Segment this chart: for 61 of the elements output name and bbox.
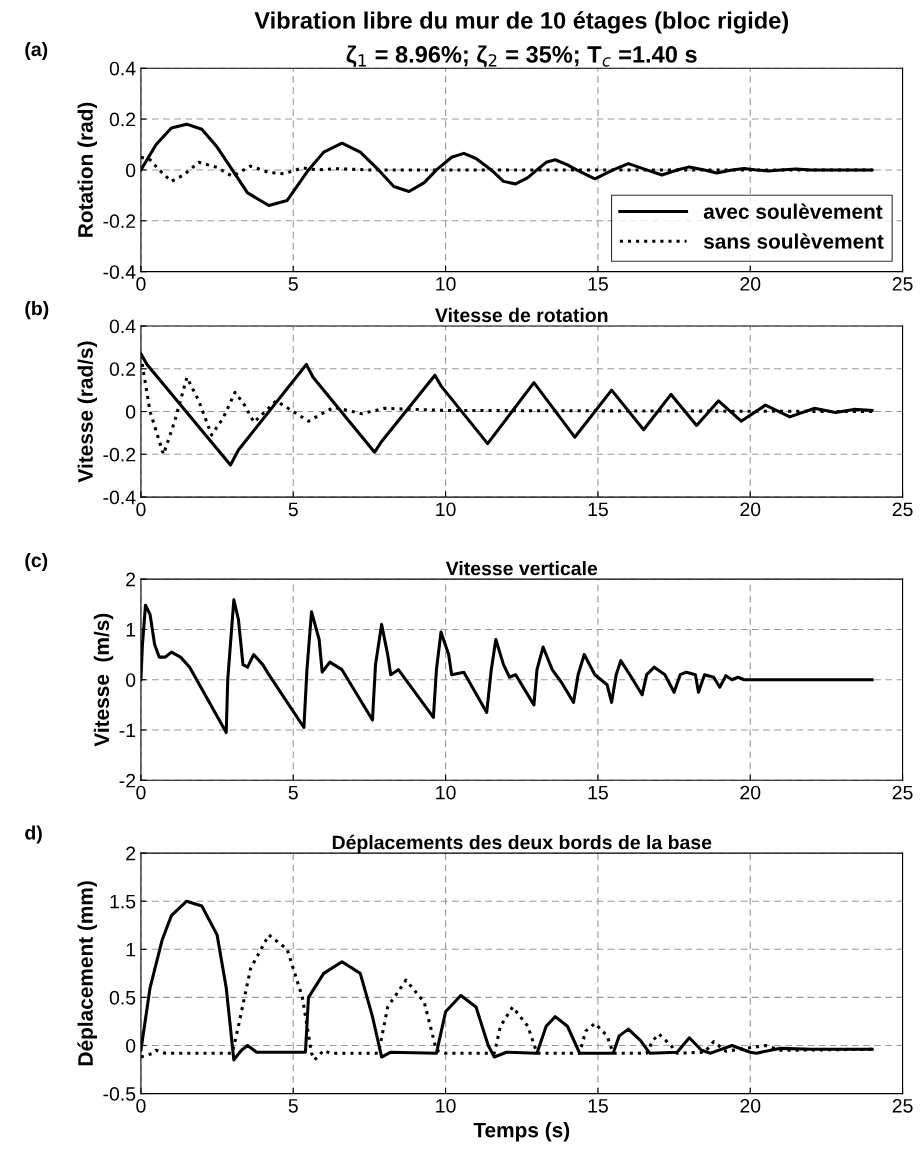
chart-subtitle: ζ$_{1}$ = 8.96%; ζ$_{2}$ = 35%; T$_{c}$ =1.40 s [346, 45, 697, 68]
y-tick-label: -0.2 [103, 447, 136, 462]
y-tick-label: 0.2 [109, 112, 136, 127]
y-tick-label: 0 [126, 1038, 136, 1053]
y-tick-label: -0.2 [103, 214, 136, 229]
text: (b) [25, 301, 49, 320]
y-tick-label: 1.5 [110, 894, 136, 909]
y-tick-label: 0 [126, 673, 136, 687]
x-tick-label: 25 [892, 1098, 913, 1113]
x-tick-label: 5 [288, 502, 298, 517]
y-tick-label: -2 [119, 773, 136, 788]
y-tick-label: -0.4 [103, 490, 136, 505]
chart-title: Vitesse de rotation [435, 307, 608, 323]
y-tick-label: 0.4 [109, 319, 136, 334]
x-tick-label: 25 [892, 502, 913, 517]
y-tick-label: 1 [126, 942, 136, 957]
y-tick-label: 2 [126, 846, 136, 861]
legend-label: avec soulèvement [703, 203, 883, 219]
text: d) [25, 825, 42, 844]
x-tick-label: 20 [740, 277, 761, 291]
y-tick-label: -0.5 [103, 1087, 136, 1101]
x-tick-label: 5 [288, 785, 298, 800]
x-tick-label: 20 [740, 1098, 761, 1113]
y-axis-title: Vitesse (rad/s) [77, 341, 97, 483]
chart-title: Déplacements des deux bords de la base [332, 834, 712, 854]
legend-label: sans soulèvement [703, 233, 884, 249]
y-axis-title: Vitesse (m/s) [93, 613, 114, 747]
x-tick-label: 10 [436, 277, 456, 291]
x-tick-label: 20 [740, 785, 761, 800]
y-axis-title: Déplacement (mm) [77, 881, 97, 1066]
chart-title: Vibration libre du mur de 10 étages (bloc rigide) [254, 11, 789, 34]
y-tick-label: 0.4 [109, 61, 136, 76]
y-tick-label: 0 [126, 163, 136, 178]
x-tick-label: 10 [436, 785, 456, 800]
x-tick-label: 10 [436, 1098, 456, 1113]
text: (a) [25, 41, 48, 61]
x-tick-label: 15 [588, 502, 608, 517]
x-tick-label: 0 [136, 502, 146, 517]
y-tick-label: 2 [126, 572, 136, 587]
x-tick-label: 5 [288, 277, 298, 291]
y-tick-label: 0.2 [109, 362, 136, 376]
y-axis-title: Rotation (rad) [77, 102, 97, 237]
x-tick-label: 25 [892, 277, 913, 291]
y-tick-label: -0.4 [103, 265, 136, 279]
x-tick-label: 15 [588, 277, 608, 291]
x-tick-label: 15 [588, 785, 608, 800]
x-tick-label: 20 [740, 502, 761, 517]
x-tick-label: 5 [288, 1099, 298, 1113]
chart-title: Vitesse verticale [445, 561, 598, 576]
x-tick-label: 0 [136, 277, 146, 291]
x-tick-label: 25 [892, 785, 913, 800]
x-tick-label: 15 [588, 1099, 608, 1113]
x-axis-title: Temps (s) [473, 1122, 570, 1142]
x-tick-label: 0 [136, 1098, 146, 1113]
y-tick-label: -1 [119, 723, 136, 738]
y-tick-label: 0 [126, 405, 136, 419]
text: (c) [25, 552, 48, 572]
y-tick-label: 1 [126, 623, 136, 637]
x-tick-label: 0 [136, 785, 146, 800]
x-tick-label: 10 [436, 502, 456, 517]
y-tick-label: 0.5 [109, 990, 136, 1005]
